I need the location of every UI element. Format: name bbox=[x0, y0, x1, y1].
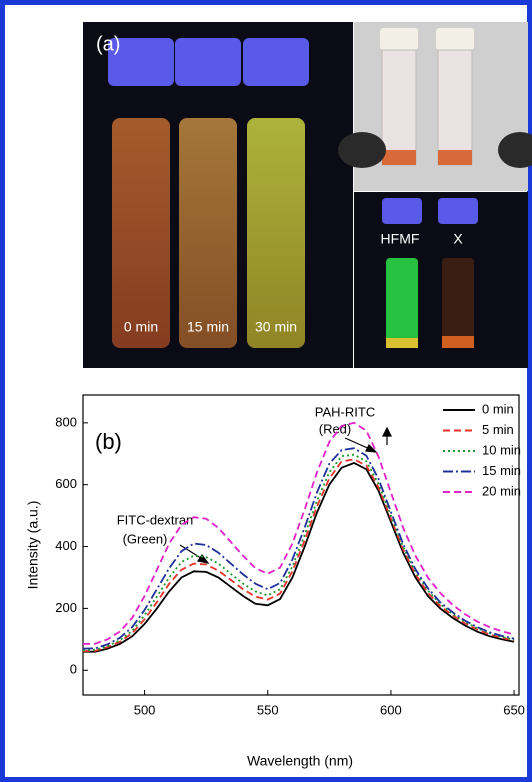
figure: (a) 0 min 15 min 30 min HFMF X (b) Wavel… bbox=[0, 0, 532, 782]
y-tick-label: 0 bbox=[70, 662, 77, 677]
page: {"panel_a": {"label": "(a)", "vial_label… bbox=[0, 0, 532, 782]
x-tick-label: 550 bbox=[257, 702, 279, 717]
y-tick-label: 200 bbox=[55, 600, 77, 615]
panel-label: (b) bbox=[95, 429, 122, 454]
arrows bbox=[180, 428, 391, 563]
x-tick-label: 600 bbox=[380, 702, 402, 717]
x-axis-label: Wavelength (nm) bbox=[247, 753, 353, 769]
y-axis-label: Intensity (a.u.) bbox=[25, 501, 41, 590]
inset-label: HFMF bbox=[381, 231, 420, 247]
y-tick-label: 800 bbox=[55, 414, 77, 429]
panel-label: (a) bbox=[96, 33, 120, 55]
photo-main bbox=[83, 22, 353, 368]
y-tick-label: 600 bbox=[55, 476, 77, 491]
legend-label: 5 min bbox=[482, 422, 514, 437]
annotation: (Green) bbox=[123, 531, 168, 546]
series-line bbox=[83, 459, 514, 651]
legend-label: 0 min bbox=[482, 401, 514, 416]
vial-label: 15 min bbox=[187, 319, 229, 335]
photo-inset-bottom bbox=[354, 192, 528, 368]
legend-label: 20 min bbox=[482, 483, 521, 498]
series-line bbox=[83, 448, 514, 648]
annotation: PAH-RITC bbox=[315, 404, 375, 419]
vial-label: 30 min bbox=[255, 319, 297, 335]
y-tick-label: 400 bbox=[55, 538, 77, 553]
x-tick-label: 500 bbox=[134, 702, 156, 717]
photo-inset-top bbox=[338, 22, 532, 191]
legend-label: 15 min bbox=[482, 463, 521, 478]
legend-label: 10 min bbox=[482, 442, 521, 457]
annotation: FITC-dextran bbox=[117, 512, 194, 527]
vial-label: 0 min bbox=[124, 319, 158, 335]
inset-label: X bbox=[453, 231, 463, 247]
x-tick-label: 650 bbox=[503, 702, 525, 717]
